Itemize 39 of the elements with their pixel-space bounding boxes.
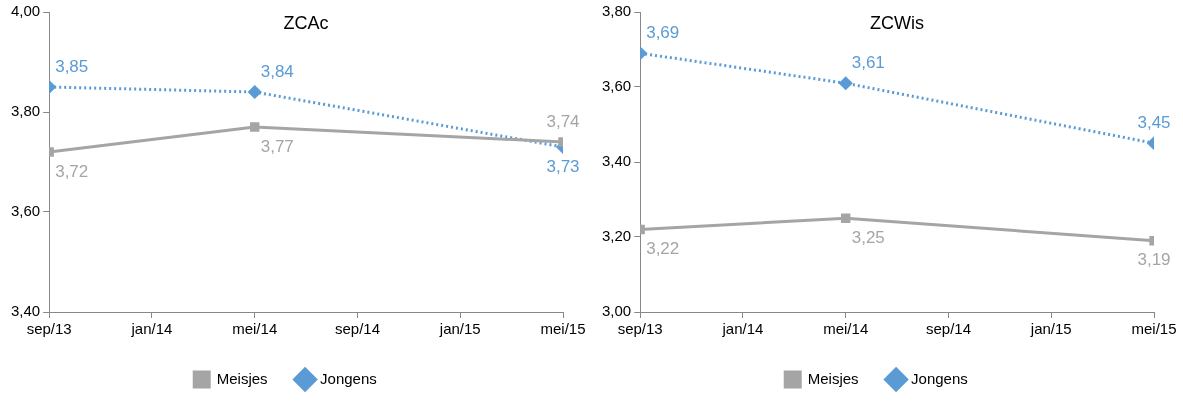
- y-tick-label: 3,80: [601, 2, 632, 20]
- y-tick-label: 3,40: [10, 302, 41, 320]
- x-tick-label: mei/14: [823, 320, 869, 338]
- y-tick-label: 3,60: [601, 77, 632, 95]
- x-tick-label: jan/14: [130, 320, 173, 338]
- x-tick-label: mei/15: [1131, 320, 1177, 338]
- data-label: 3,22: [646, 239, 680, 259]
- y-tick-label: 3,00: [601, 302, 632, 320]
- x-tick-label: jan/14: [721, 320, 764, 338]
- data-label: 3,74: [546, 111, 580, 131]
- y-tick-label: 3,20: [601, 227, 632, 245]
- y-tick-label: 3,60: [10, 202, 41, 220]
- y-tick-label: 4,00: [10, 2, 41, 20]
- chart-title: ZCWis: [870, 12, 925, 33]
- legend-label: Jongens: [320, 369, 377, 387]
- legend-label: Meisjes: [216, 369, 268, 387]
- data-label: 3,69: [646, 22, 680, 42]
- data-label: 3,84: [260, 61, 294, 81]
- x-tick-label: mei/15: [540, 320, 586, 338]
- data-label: 3,61: [851, 52, 885, 72]
- data-label: 3,25: [851, 227, 885, 247]
- data-label: 3,19: [1137, 250, 1171, 270]
- x-tick-label: mei/14: [232, 320, 278, 338]
- data-label: 3,73: [546, 156, 580, 176]
- x-tick-label: sep/14: [334, 320, 380, 338]
- data-label: 3,85: [55, 56, 89, 76]
- data-label: 3,72: [55, 161, 89, 181]
- data-label: 3,45: [1137, 112, 1171, 132]
- legend-label: Meisjes: [807, 369, 859, 387]
- legend-label: Jongens: [911, 369, 968, 387]
- x-tick-label: jan/15: [438, 320, 481, 338]
- chart-title: ZCAc: [283, 12, 329, 33]
- y-tick-label: 3,80: [10, 102, 41, 120]
- x-tick-label: jan/15: [1029, 320, 1072, 338]
- x-tick-label: sep/13: [26, 320, 72, 338]
- data-label: 3,77: [260, 136, 294, 156]
- x-tick-label: sep/13: [617, 320, 663, 338]
- x-tick-label: sep/14: [925, 320, 971, 338]
- y-tick-label: 3,40: [601, 152, 632, 170]
